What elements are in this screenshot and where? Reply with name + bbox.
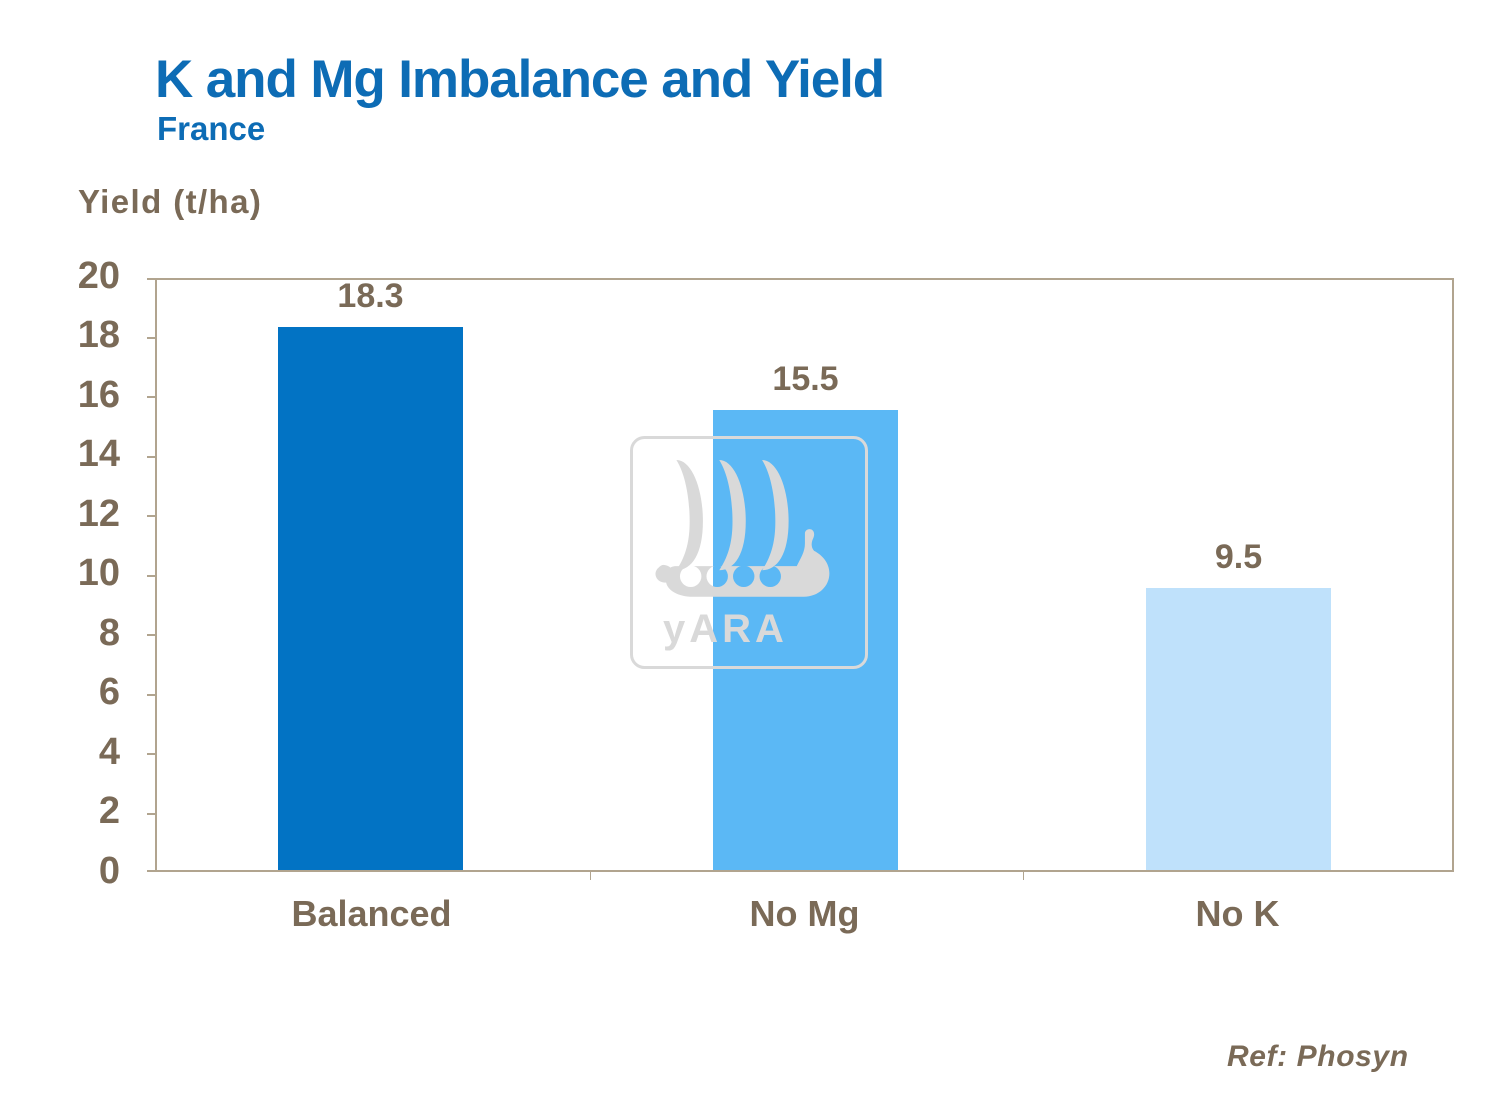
svg-text:yARA: yARA: [663, 607, 788, 651]
